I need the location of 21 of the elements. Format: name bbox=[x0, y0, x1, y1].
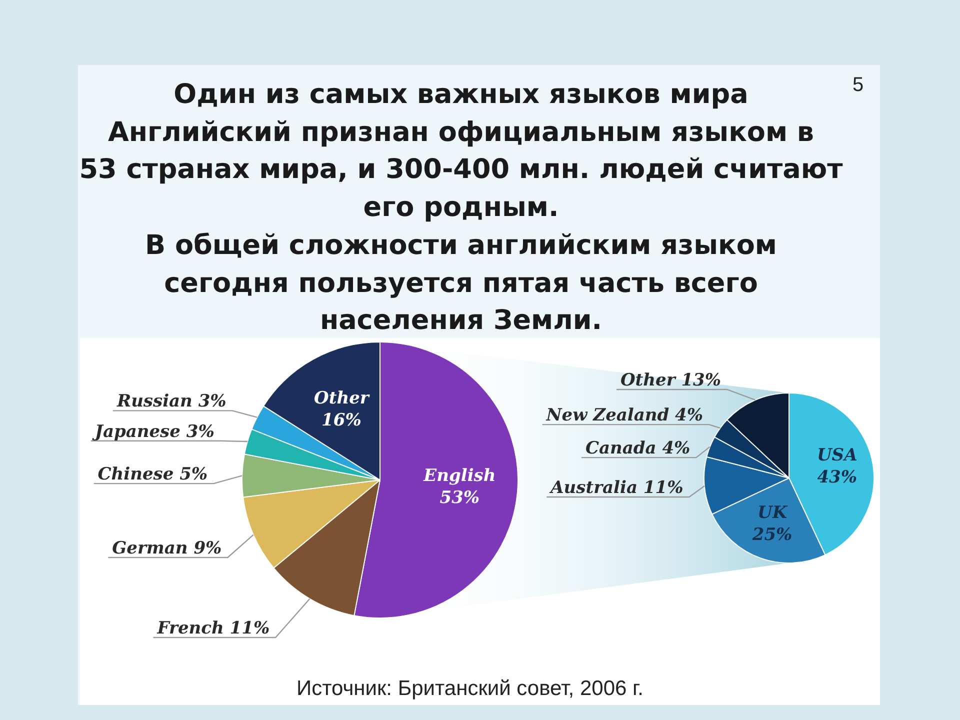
slice-label: Russian 3% bbox=[116, 392, 226, 412]
slice-label: Australia 11% bbox=[548, 478, 684, 498]
slice-label: Canada 4% bbox=[585, 438, 690, 459]
slice-label: USA bbox=[816, 446, 858, 466]
slice-label: UK bbox=[757, 502, 788, 523]
slice-label: French 11% bbox=[156, 618, 270, 638]
data-label: 53% bbox=[440, 488, 480, 508]
slice-label: New Zealand 4% bbox=[545, 406, 704, 426]
slice-label: Japanese 3% bbox=[92, 422, 214, 442]
data-label: 16% bbox=[322, 410, 362, 430]
text: 5 bbox=[851, 74, 865, 97]
slice-label: Other bbox=[314, 388, 370, 408]
slice-label: English bbox=[422, 466, 496, 486]
slice-label: Chinese 5% bbox=[98, 464, 208, 485]
data-label: 43% bbox=[817, 468, 858, 488]
data-label: 25% bbox=[751, 524, 792, 545]
slice-label: German 9% bbox=[112, 538, 222, 559]
chart-subtitle: Английский признан официальным языком в 53 странах мира, и 300-400 млн. людей считают его родным. В общей сложности английским языком сегодня пользуется пятая часть всего населения Земли. bbox=[78, 116, 844, 338]
chart-title: Один из самых важных языков мира bbox=[174, 79, 748, 110]
slice-label: Other 13% bbox=[620, 370, 722, 390]
text: Источник: Британский совет, 2006 г. bbox=[296, 677, 644, 701]
